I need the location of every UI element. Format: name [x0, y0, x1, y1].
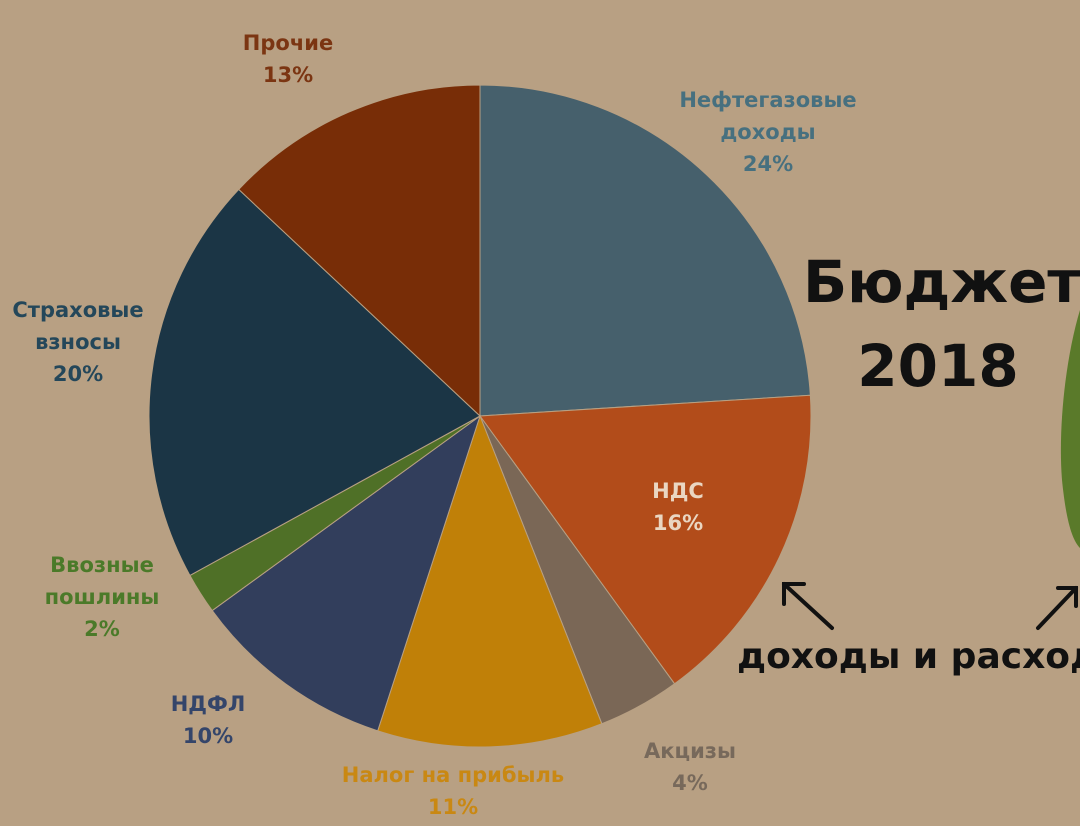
slice-name-label: доходы	[720, 120, 815, 144]
arrow-right-icon	[1036, 586, 1078, 630]
pie-slice-6	[148, 188, 481, 577]
pie-slice-4	[211, 414, 481, 732]
slice-value-label: 20%	[53, 362, 103, 386]
slice-label-1: НДС 16%	[652, 479, 704, 535]
slice-name-label: Налог на прибыль	[342, 763, 564, 787]
slice-value-label: 11%	[428, 795, 478, 819]
pie-slices	[148, 84, 812, 748]
slice-label-6: Страховые взносы 20%	[12, 298, 143, 386]
pie-slice-0	[479, 84, 811, 417]
chart-title-line-1: Бюджет	[803, 248, 1080, 316]
side-shape-green	[1060, 310, 1080, 548]
slice-name-label: НДФЛ	[171, 692, 246, 716]
slice-label-5: Ввозные пошлины 2%	[45, 553, 160, 641]
slice-value-label: 16%	[653, 511, 703, 535]
slice-value-label: 10%	[183, 724, 233, 748]
arrow-left-icon	[782, 582, 834, 630]
pie-slice-7	[238, 84, 481, 418]
slice-value-label: 2%	[84, 617, 120, 641]
slice-label-2: Акцизы 4%	[644, 739, 736, 795]
slice-value-label: 4%	[672, 771, 708, 795]
slice-label-3: Налог на прибыль 11%	[342, 763, 564, 819]
pie-slice-3	[377, 414, 603, 748]
slice-name-label: Нефтегазовые	[679, 88, 856, 112]
slice-name-label: Ввозные	[50, 553, 154, 577]
slice-name-label: Страховые	[12, 298, 143, 322]
slice-value-label: 24%	[743, 152, 793, 176]
slice-label-7: Прочие 13%	[243, 31, 333, 87]
pie-slice-1	[479, 394, 812, 685]
chart-title-line-2: 2018	[857, 332, 1018, 400]
slice-label-0: Нефтегазовые доходы 24%	[679, 88, 856, 176]
slice-name-label: пошлины	[45, 585, 160, 609]
slice-name-label: Акцизы	[644, 739, 736, 763]
slice-value-label: 13%	[263, 63, 313, 87]
slice-label-4: НДФЛ 10%	[171, 692, 246, 748]
pie-labels: Нефтегазовые доходы 24% НДС 16% Акцизы 4% Налог…	[12, 31, 856, 819]
slice-name-label: НДС	[652, 479, 704, 503]
slice-name-label: Прочие	[243, 31, 333, 55]
income-expense-caption: доходы и расход	[737, 636, 1080, 677]
slice-name-label: взносы	[35, 330, 121, 354]
